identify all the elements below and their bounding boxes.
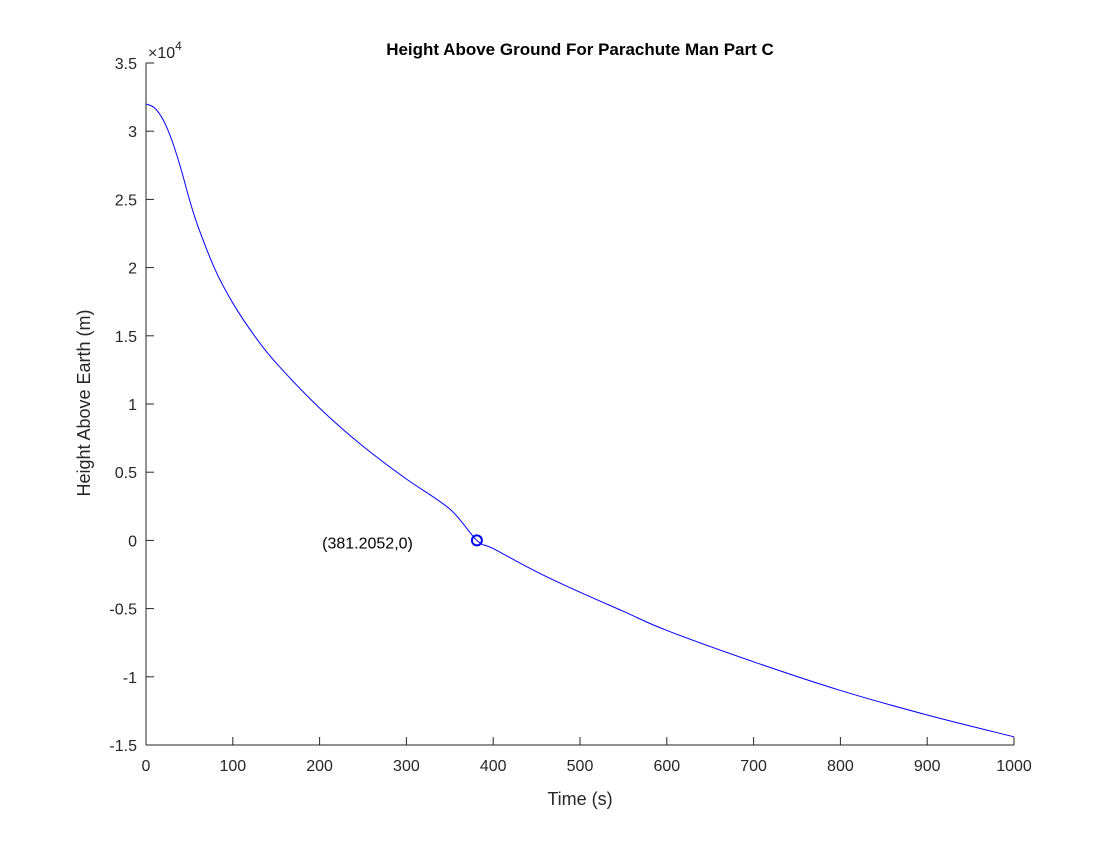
chart-title: Height Above Ground For Parachute Man Pa… xyxy=(386,40,774,59)
x-tick-label: 300 xyxy=(393,758,420,775)
series-line xyxy=(145,103,1015,738)
y-tick-label: 0 xyxy=(128,533,137,550)
y-exponent-base: ×10 xyxy=(148,45,175,62)
y-tick-label: -0.5 xyxy=(109,602,137,619)
y-tick-label: 2 xyxy=(128,261,137,278)
x-tick-label: 500 xyxy=(567,758,594,775)
series-layer xyxy=(145,103,1015,738)
x-axis-label: Time (s) xyxy=(547,789,612,809)
y-axis-label: Height Above Earth (m) xyxy=(74,309,94,496)
y-tick-label: 0.5 xyxy=(115,465,137,482)
y-tick-label: 3.5 xyxy=(115,56,137,73)
x-tick-label: 800 xyxy=(827,758,854,775)
x-tick-label: 100 xyxy=(219,758,246,775)
x-tick-label: 400 xyxy=(480,758,507,775)
annotation-marker xyxy=(470,534,483,547)
axes-box xyxy=(145,63,1014,746)
y-axis-ticks: -1.5 -1 -0.5 0 0.5 1 1.5 2 2.5 3 3.5 xyxy=(109,56,154,755)
y-tick-label: -1 xyxy=(123,670,137,687)
x-tick-label: 0 xyxy=(142,758,151,775)
y-exponent-power: 4 xyxy=(175,39,182,53)
x-axis-ticks: 0 100 200 300 400 500 600 700 800 900 1000 xyxy=(142,737,1032,775)
x-tick-label: 700 xyxy=(740,758,767,775)
y-tick-label: 1.5 xyxy=(115,329,137,346)
y-tick-label: 1 xyxy=(128,397,137,414)
y-tick-label: 2.5 xyxy=(115,192,137,209)
y-axis-exponent-label: ×104 xyxy=(148,39,182,62)
y-tick-label: -1.5 xyxy=(109,738,137,755)
annotation-layer: (381.2052,0) xyxy=(322,534,483,552)
annotation-label: (381.2052,0) xyxy=(322,535,413,552)
x-tick-label: 1000 xyxy=(996,758,1032,775)
title-layer: Height Above Ground For Parachute Man Pa… xyxy=(386,40,774,59)
x-tick-label: 200 xyxy=(306,758,333,775)
x-tick-label: 900 xyxy=(914,758,941,775)
y-tick-label: 3 xyxy=(128,124,137,141)
x-tick-label: 600 xyxy=(653,758,680,775)
